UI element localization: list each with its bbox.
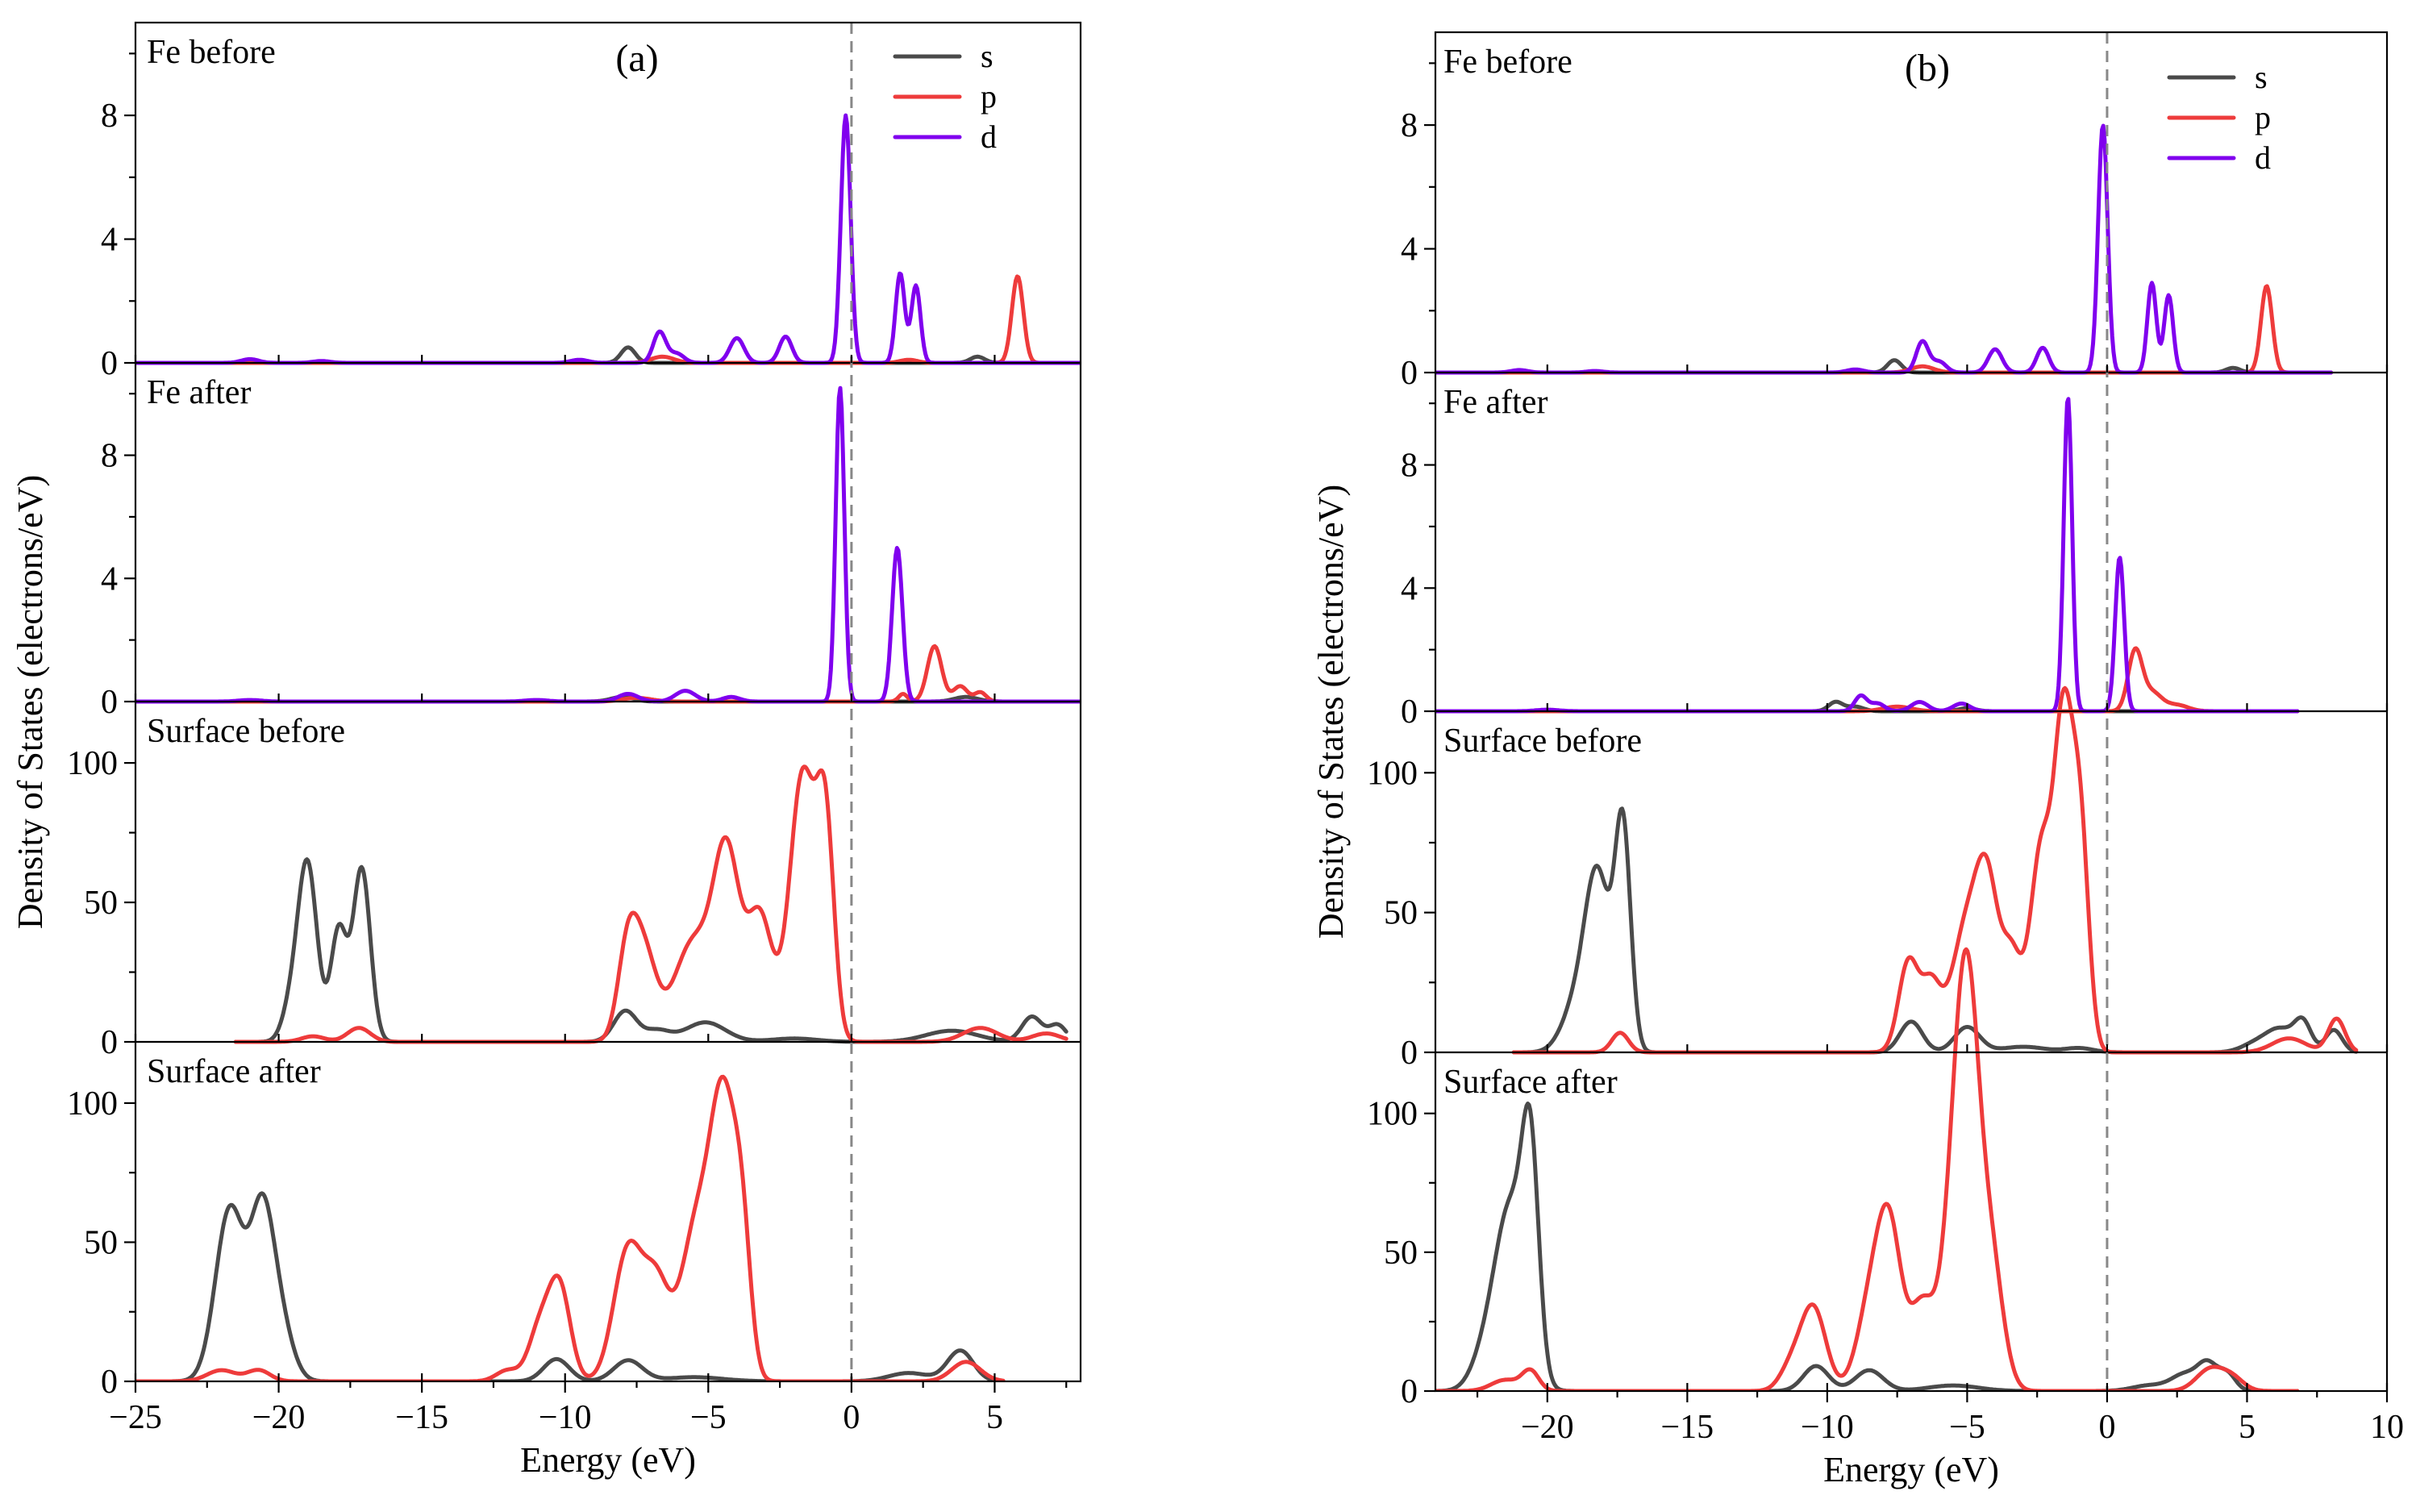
- series-group: [1435, 947, 2300, 1391]
- panel-label: Fe after: [147, 374, 251, 411]
- chart-title: (a): [615, 37, 658, 80]
- panel-label: Surface after: [1443, 1064, 1618, 1101]
- y-tick-label: 0: [101, 345, 118, 382]
- y-tick-label: 100: [1367, 755, 1418, 792]
- legend-label-d: d: [981, 119, 997, 155]
- legend-label-s: s: [2255, 59, 2268, 95]
- y-axis-title: Density of States (electrons/eV): [10, 475, 50, 929]
- panel-label: Surface before: [147, 713, 345, 750]
- y-tick-label: 0: [1401, 1035, 1418, 1072]
- x-tick-label: −25: [109, 1399, 162, 1436]
- x-tick-label: −20: [252, 1399, 306, 1436]
- legend: spd: [2167, 59, 2271, 176]
- legend-label-p: p: [981, 78, 997, 115]
- legend-label-d: d: [2255, 140, 2271, 176]
- x-tick-label: −10: [1801, 1409, 1854, 1446]
- y-tick-label: 8: [101, 98, 118, 135]
- y-tick-label: 100: [67, 745, 118, 782]
- x-tick-label: −5: [1949, 1409, 1985, 1446]
- y-tick-label: 50: [1384, 895, 1418, 932]
- y-tick-label: 50: [84, 885, 118, 922]
- panel-label: Fe after: [1443, 384, 1547, 421]
- x-axis-title: Energy (eV): [520, 1440, 696, 1480]
- y-tick-label: 0: [1401, 355, 1418, 392]
- y-tick-label: 50: [84, 1224, 118, 1261]
- x-axis: −25 −20 −15 −10 −5 0 5: [109, 355, 1068, 1436]
- y-tick-label: 8: [1401, 107, 1418, 144]
- panel-label: Fe before: [1443, 44, 1572, 81]
- plot-frame: [1434, 31, 2389, 1393]
- x-tick-label: 10: [2370, 1409, 2404, 1446]
- y-tick-label: 0: [1401, 1373, 1418, 1410]
- y-tick-label: 100: [67, 1085, 118, 1123]
- y-tick-label: 8: [1401, 448, 1418, 485]
- x-tick-label: −15: [395, 1399, 448, 1436]
- legend-label-s: s: [981, 38, 993, 74]
- x-tick-label: 5: [986, 1399, 1003, 1436]
- panel-surface-after: 0 50 100 Surface after: [1367, 947, 2387, 1410]
- x-tick-label: −5: [690, 1399, 727, 1436]
- series-line-p: [1435, 947, 2300, 1391]
- y-tick-label: 4: [1401, 570, 1418, 607]
- y-axis-title: Density of States (electrons/eV): [1311, 485, 1351, 939]
- legend: spd: [893, 38, 997, 155]
- y-tick-label: 0: [1401, 694, 1418, 731]
- panel-label: Surface after: [147, 1053, 321, 1090]
- y-tick-label: 0: [101, 684, 118, 721]
- series-line-s: [233, 857, 1068, 1044]
- x-tick-label: −10: [539, 1399, 592, 1436]
- x-tick-label: 5: [2239, 1409, 2256, 1446]
- panel-label: Surface before: [1443, 723, 1642, 760]
- chart-title: (b): [1905, 47, 1950, 90]
- x-tick-label: −20: [1521, 1409, 1574, 1446]
- x-axis-title: Energy (eV): [1823, 1450, 1999, 1489]
- panel-label: Fe before: [147, 34, 276, 71]
- x-axis: −20 −15 −10 −5 0 5 10: [1476, 364, 2404, 1446]
- x-tick-label: 0: [2098, 1409, 2115, 1446]
- x-tick-label: −15: [1661, 1409, 1714, 1446]
- y-tick-label: 100: [1367, 1096, 1418, 1133]
- legend-label-p: p: [2255, 99, 2271, 135]
- y-tick-label: 50: [1384, 1235, 1418, 1272]
- y-tick-label: 4: [101, 222, 118, 259]
- y-tick-label: 0: [101, 1024, 118, 1061]
- x-tick-label: 0: [843, 1399, 860, 1436]
- y-tick-label: 8: [101, 438, 118, 475]
- y-tick-label: 4: [1401, 231, 1418, 269]
- series-line-s: [1435, 1102, 2300, 1391]
- series-line-p: [135, 1074, 1006, 1381]
- y-tick-label: 4: [101, 560, 118, 598]
- plot-frame: [134, 21, 1082, 1383]
- y-tick-label: 0: [101, 1364, 118, 1401]
